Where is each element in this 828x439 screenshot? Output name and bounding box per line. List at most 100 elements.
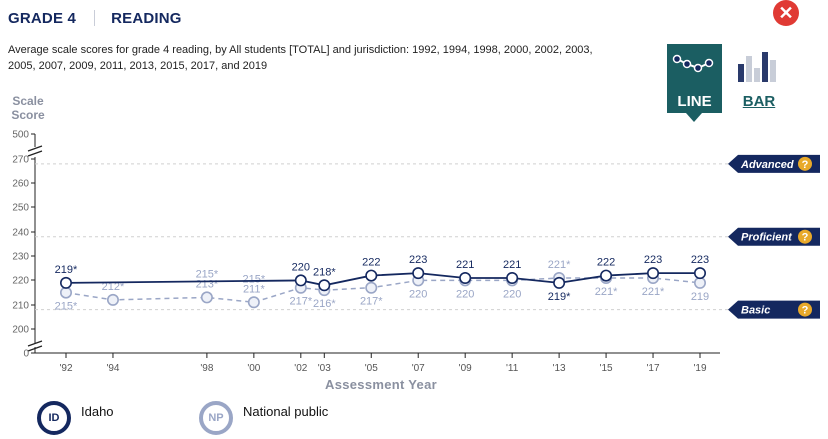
help-icon [798,229,812,244]
achievement-levels: Advanced ?Proficient ?Basic? [35,154,820,319]
x-tick-label: '19 [693,363,706,374]
national-public-legend-label: National public [243,403,329,419]
y-tick-label: 220 [12,276,29,287]
x-tick-label: '05 [365,363,378,374]
data-label: 220 [292,261,310,273]
x-tick-label: '09 [459,363,472,374]
data-label: 216* [313,298,336,310]
data-point [247,296,260,309]
data-label: 223 [409,254,427,266]
y-tick-label: 270 [12,155,29,166]
idaho-legend-marker: ID [37,401,71,435]
data-label: 219 [691,291,709,303]
x-axis-title: Assessment Year [325,377,437,392]
line-view-label: LINE [677,93,712,110]
data-label: 217* [289,296,312,308]
page-header: GRADE 4 READING [8,8,182,28]
achievement-level-tag: Basic? [728,300,820,319]
close-icon: ✕ [778,3,794,23]
data-label: 218* [313,266,336,278]
x-tick-label: '00 [247,363,260,374]
y-tick-label: 250 [12,203,29,214]
data-label: 220 [503,288,521,300]
x-tick-label: '17 [647,363,660,374]
subject-title: READING [111,9,182,27]
data-label: 219* [55,264,78,276]
line-view-button[interactable]: LINE [667,44,722,122]
national-public-legend-marker: NP [199,401,233,435]
data-point [412,267,425,280]
close-button[interactable]: ✕ [773,0,799,26]
data-point [600,269,613,282]
data-label: 211* [243,283,266,295]
y-tick-label: 230 [12,252,29,263]
help-icon-glyph: ? [802,232,809,244]
data-label: 221* [548,259,571,271]
axis-break-mark [27,145,43,157]
achievement-level-label: Proficient [741,232,793,244]
data-label: 222 [597,257,615,269]
data-label: 215* [55,301,78,313]
bar-chart-icon [738,52,776,82]
data-label: 217* [360,296,383,308]
x-tick-label: '92 [59,363,72,374]
y-tick-label: 200 [12,325,29,336]
data-point [365,281,378,294]
x-tick-label: '02 [294,363,307,374]
data-point [59,286,72,299]
bar-view-label: BAR [742,93,776,110]
x-tick-label: '15 [600,363,613,374]
data-point [459,271,472,284]
line-chart-icon [672,54,714,73]
achievement-level-flag [728,154,820,173]
achievement-level-label: Advanced [740,159,794,171]
data-label: 220 [409,288,427,300]
x-tick-label: '03 [318,363,331,374]
legend-item-national-public: NP National public [199,398,328,438]
x-tick-label: '11 [506,363,519,374]
idaho-legend-label: Idaho [81,403,114,419]
data-label: 221* [642,286,665,298]
data-point [294,274,307,287]
data-label: 212* [102,281,125,293]
axis-break-mark [27,340,43,352]
data-point [506,271,519,284]
achievement-level-flag [728,227,820,246]
achievement-level-tag: Advanced? [728,154,820,173]
active-indicator [686,113,702,122]
achievement-level-tag: Proficient? [728,227,820,246]
y-axis-ticks: 500 270 260 250 240 230 220 210 200 0 [12,130,43,360]
y-tick-label: 260 [12,179,29,190]
grade-title: GRADE 4 [8,9,77,27]
data-point [365,269,378,282]
y-axis-title-line: Score [11,108,45,122]
bar-view-button[interactable]: BAR [733,48,785,112]
data-label: 221 [456,259,474,271]
data-label: 215* [196,268,219,280]
data-label: 221* [595,286,618,298]
y-tick-label: 240 [12,228,29,239]
help-icon-glyph: ? [802,305,809,317]
idaho-legend-abbr: ID [48,412,60,424]
help-icon-glyph: ? [802,159,809,171]
y-axis-title-line: Scale [12,94,44,108]
x-tick-label: '98 [200,363,213,374]
x-tick-label: '07 [412,363,425,374]
header-divider [94,10,96,26]
legend-item-idaho: ID Idaho [37,398,114,438]
x-tick-label: '13 [553,363,566,374]
data-label: 223 [691,254,709,266]
data-label: 220 [456,288,474,300]
data-label: 222 [362,257,380,269]
y-tick-label: 500 [12,130,29,141]
data-point [647,267,660,280]
data-point [106,293,119,306]
help-icon [798,302,812,317]
x-axis: '92 '94 '98 '00 '02 '03 '05 '07 '09 '11 '13 '15 '17 '… [35,352,720,392]
achievement-level-flag [728,300,820,319]
chart-description: Average scale scores for grade 4 reading… [8,44,593,72]
data-point [59,276,72,289]
data-label: 215* [243,273,266,285]
